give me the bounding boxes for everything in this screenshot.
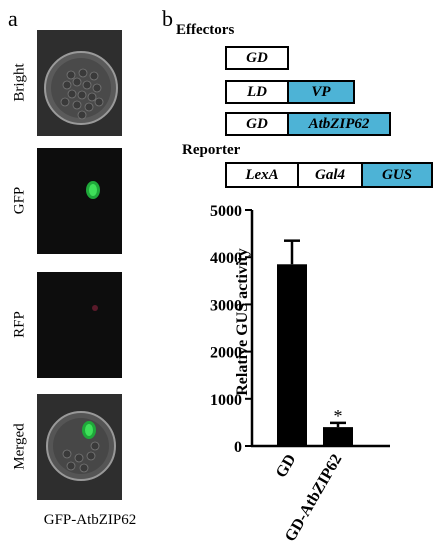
effector-3-gd-box: GD xyxy=(225,112,289,136)
gfp-image xyxy=(37,148,122,254)
bar-2 xyxy=(323,427,353,446)
effector-2-vp-box: VP xyxy=(287,80,355,104)
panel-a-letter: a xyxy=(8,6,18,31)
effector-1-gd-box: GD xyxy=(225,46,289,70)
merged-image xyxy=(37,394,122,500)
bright-field-image xyxy=(37,30,122,136)
y-tick-label: 4000 xyxy=(210,250,242,267)
y-tick-label: 0 xyxy=(234,439,242,456)
effector-3-atbzip62-box: AtbZIP62 xyxy=(287,112,391,136)
y-tick-label: 5000 xyxy=(210,203,242,220)
effector-2-ld-box: LD xyxy=(225,80,289,104)
rfp-image xyxy=(37,272,122,378)
reporter-gal4-box: Gal4 xyxy=(297,162,363,188)
panel-a-caption: GFP-AtbZIP62 xyxy=(43,512,137,528)
effectors-title: Effectors xyxy=(176,22,235,38)
reporter-lexa-box: LexA xyxy=(225,162,299,188)
reporter-title: Reporter xyxy=(182,142,241,158)
y-tick-label: 1000 xyxy=(210,392,242,409)
y-tick-label: 3000 xyxy=(210,297,242,314)
significance-marker: * xyxy=(334,406,343,426)
x-tick-label: GD xyxy=(273,452,300,481)
bar-1 xyxy=(277,264,307,446)
y-tick-label: 2000 xyxy=(210,345,242,362)
reporter-gus-box: GUS xyxy=(361,162,433,188)
panel-b-letter: b xyxy=(162,6,173,31)
